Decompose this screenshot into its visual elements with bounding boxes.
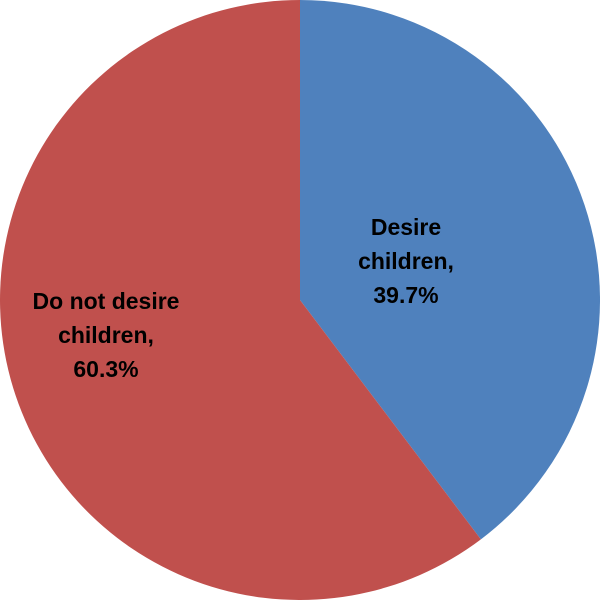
slice-label-0-line-0: Desire bbox=[371, 214, 441, 240]
slice-label-0: Desire children, 39.7% bbox=[358, 214, 454, 308]
slice-label-0-line-2: 39.7% bbox=[373, 282, 438, 308]
slice-label-1-line-1: children, bbox=[58, 322, 154, 348]
slice-label-1-line-2: 60.3% bbox=[73, 356, 138, 382]
labels-layer: Desire children, 39.7% Do not desire childre… bbox=[33, 214, 454, 382]
slice-label-0-line-1: children, bbox=[358, 248, 454, 274]
slice-label-1-line-0: Do not desire bbox=[33, 288, 180, 314]
pie-slice-1 bbox=[0, 0, 481, 600]
slice-label-1: Do not desire children, 60.3% bbox=[33, 288, 180, 382]
pie-slice-0 bbox=[300, 0, 600, 540]
